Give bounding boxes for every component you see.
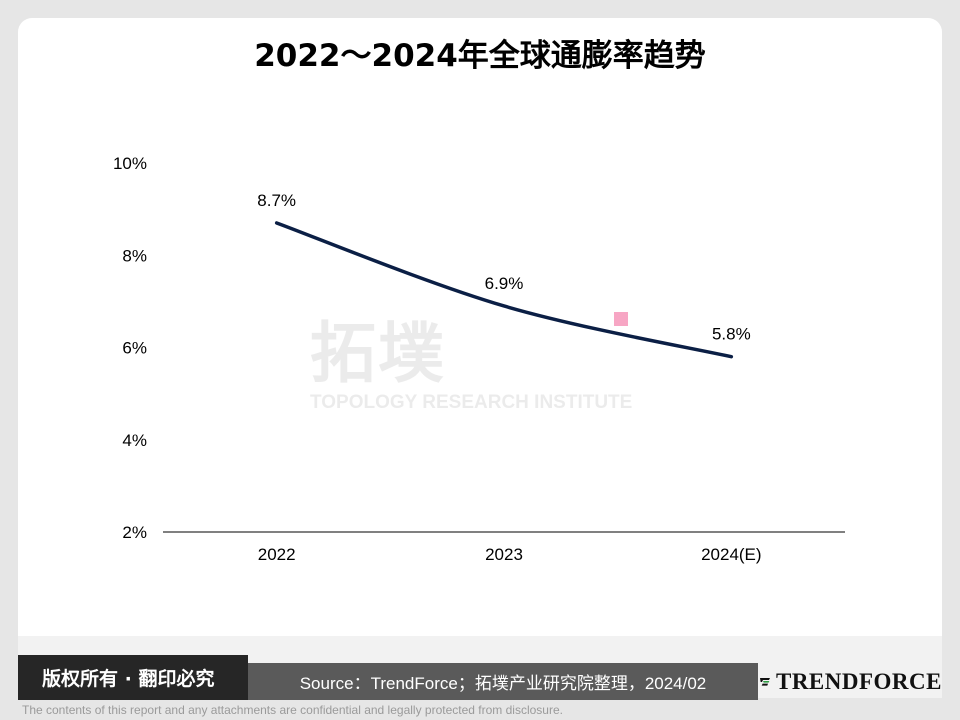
disclaimer: The contents of this report and any atta… xyxy=(22,703,563,717)
watermark-marker xyxy=(614,312,628,326)
series-line xyxy=(274,221,734,359)
trendforce-logo: TRENDFORCE xyxy=(760,663,942,700)
x-tick-label: 2024(E) xyxy=(701,545,761,564)
copyright-tab: 版权所有 · 翻印必究 xyxy=(18,655,248,700)
chart-title: 2022～2024年全球通膨率趋势 xyxy=(254,38,706,74)
x-tick-label: 2023 xyxy=(485,545,523,564)
y-tick-label: 4% xyxy=(122,431,147,450)
y-tick-label: 8% xyxy=(122,246,147,265)
logo-text: TRENDFORCE xyxy=(775,668,942,694)
chart-card xyxy=(18,18,942,698)
data-label: 8.7% xyxy=(257,191,296,210)
trendforce-logo-icon xyxy=(760,677,770,686)
watermark: 拓墣 TOPOLOGY RESEARCH INSTITUTE xyxy=(310,300,632,414)
data-label: 6.9% xyxy=(485,274,524,293)
y-tick-label: 10% xyxy=(113,154,147,173)
y-tick-label: 6% xyxy=(122,339,147,358)
watermark-en: TOPOLOGY RESEARCH INSTITUTE xyxy=(310,392,633,413)
y-tick-label: 2% xyxy=(122,523,147,542)
copyright-text: 版权所有 · 翻印必究 xyxy=(42,668,215,690)
line-chart: 2% 4% 6% 8% 10% 2022 2023 2024(E) 8.7% 6.9% 5.8% xyxy=(113,154,845,564)
watermark-cn: 拓墣 xyxy=(310,315,446,392)
source-bar: Source：TrendForce；拓墣产业研究院整理，2024/02 xyxy=(248,663,758,700)
source-text: Source：TrendForce；拓墣产业研究院整理，2024/02 xyxy=(299,674,707,693)
data-label: 5.8% xyxy=(712,325,751,344)
x-tick-label: 2022 xyxy=(258,545,296,564)
